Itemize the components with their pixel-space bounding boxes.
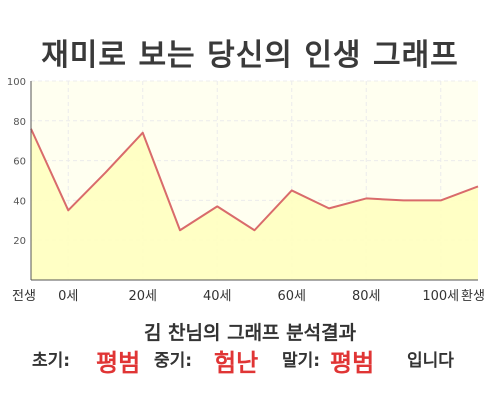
x-tick-label: 환생 — [461, 289, 485, 304]
mid-value: 험난 — [214, 349, 259, 377]
result-suffix: 입니다 — [407, 351, 454, 371]
x-tick-labels: 전생 0세 20세 40세 60세 80세 100세 환생 — [12, 289, 485, 304]
x-tick-label: 60세 — [277, 289, 306, 304]
x-tick-label: 0세 — [58, 289, 78, 304]
y-tick-label: 100 — [7, 77, 26, 88]
late-label: 말기: — [282, 351, 321, 371]
mid-label: 중기: — [154, 351, 193, 371]
x-tick-label: 40세 — [203, 289, 232, 304]
x-tick-label: 20세 — [128, 289, 157, 304]
series-line — [30, 128, 479, 232]
x-tick-label: 80세 — [352, 289, 381, 304]
life-graph-chart: 20 40 60 80 100 전생 0세 20세 40세 60세 80세 100세 환생 — [7, 77, 485, 304]
y-tick-label: 60 — [13, 157, 26, 168]
result-subtitle: 김 찬님의 그래프 분석결과 — [143, 322, 357, 344]
y-tick-label: 80 — [13, 117, 26, 128]
x-tick-label: 전생 — [12, 289, 36, 304]
early-value: 평범 — [96, 349, 141, 377]
area-fill — [31, 128, 478, 280]
late-value: 평범 — [330, 349, 375, 377]
y-tick-label: 40 — [13, 196, 26, 207]
y-tick-labels: 20 40 60 80 100 — [7, 77, 26, 247]
y-tick-label: 20 — [13, 236, 26, 247]
early-label: 초기: — [32, 351, 71, 371]
chart-title: 재미로 보는 당신의 인생 그래프 — [41, 38, 459, 73]
x-tick-label: 100세 — [422, 289, 459, 304]
